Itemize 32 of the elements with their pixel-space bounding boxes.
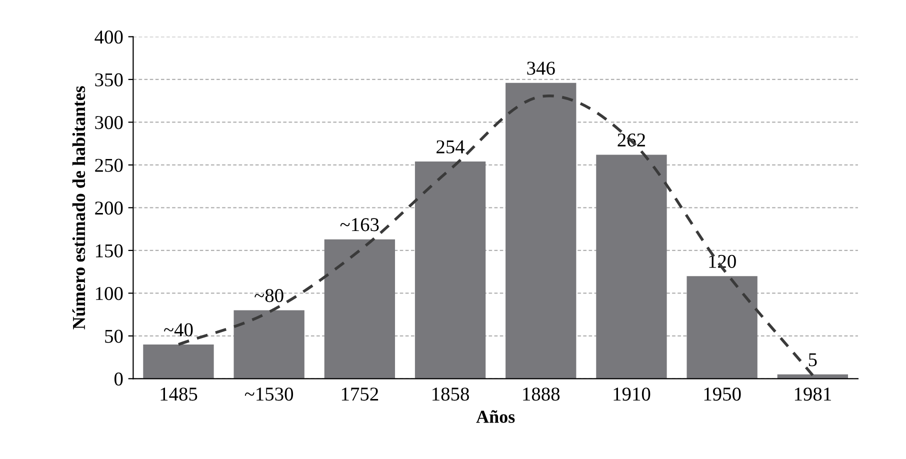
data-label: ~80 xyxy=(254,289,284,302)
y-tick-label: 300 xyxy=(95,116,123,130)
x-tick-label: 1752 xyxy=(342,388,378,401)
x-tick-label: 1858 xyxy=(432,388,469,401)
y-tick-label: 150 xyxy=(96,244,123,258)
data-label: 346 xyxy=(527,62,555,75)
x-tick-label: 1981 xyxy=(794,388,831,401)
y-tick-label: 50 xyxy=(105,330,123,343)
data-label: 254 xyxy=(436,140,465,154)
bar xyxy=(686,276,758,379)
bar xyxy=(143,344,214,379)
x-tick-label: 1950 xyxy=(704,388,741,401)
bar xyxy=(414,162,486,379)
data-label: 5 xyxy=(808,353,817,366)
data-label: ~40 xyxy=(164,323,193,336)
y-tick-label: 250 xyxy=(95,158,123,172)
bar xyxy=(234,310,304,379)
bar xyxy=(506,82,576,379)
data-label: ~163 xyxy=(340,218,379,232)
y-tick-label: 100 xyxy=(96,287,123,300)
x-tick-label: 1888 xyxy=(523,388,560,401)
y-tick-label: 400 xyxy=(94,30,123,44)
x-tick-label: 1910 xyxy=(614,388,650,401)
x-tick-label: 1485 xyxy=(160,388,198,401)
y-tick-label: 350 xyxy=(95,73,123,86)
bar xyxy=(596,154,667,379)
y-tick-label: 200 xyxy=(95,202,123,215)
x-tick-label: ~1530 xyxy=(244,388,294,401)
y-axis-title: Número estimado de habitantes xyxy=(72,86,86,330)
y-tick-label: 0 xyxy=(114,372,123,386)
bar xyxy=(324,239,396,379)
x-axis-title: Años xyxy=(476,410,515,423)
